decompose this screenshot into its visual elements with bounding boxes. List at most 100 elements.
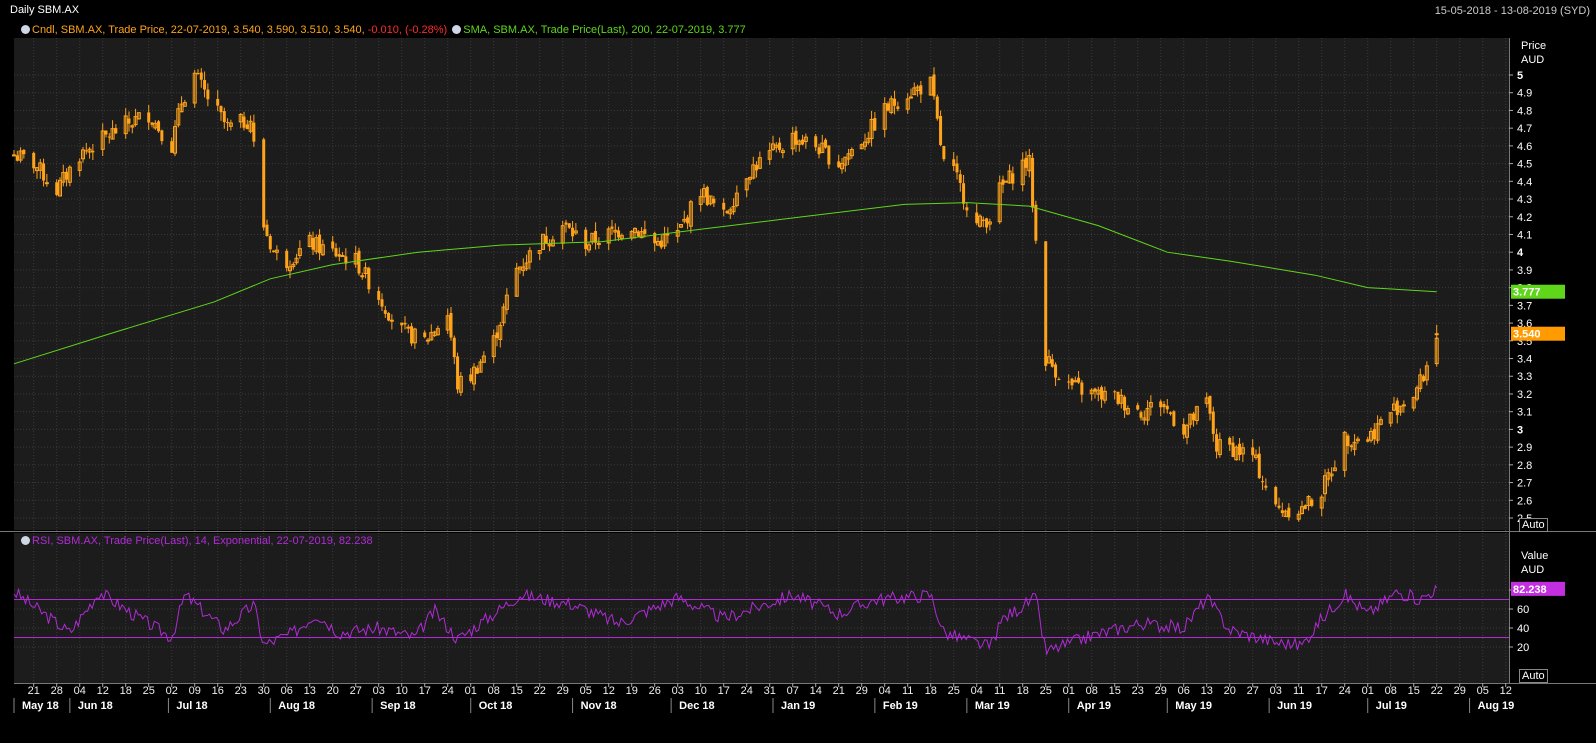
candle-body — [160, 130, 164, 142]
price-auto-button[interactable]: Auto — [1519, 518, 1548, 532]
candle-body — [1011, 173, 1015, 184]
candle-body — [1261, 481, 1265, 483]
window-header: Daily SBM.AX 15-05-2018 - 13-08-2019 (SY… — [0, 0, 1596, 22]
candle-body — [360, 275, 365, 278]
day-tick-label: 12 — [1500, 685, 1512, 697]
sma-line — [13, 202, 1437, 365]
day-tick-label: 17 — [419, 685, 431, 697]
candle-body — [81, 149, 85, 160]
candle-body — [708, 195, 713, 205]
price-tick-label: 2.6 — [1517, 495, 1532, 507]
candle-body — [1169, 412, 1173, 415]
candle-body — [136, 112, 141, 120]
day-tick-label: 29 — [1155, 685, 1167, 697]
candle-body — [1162, 404, 1166, 408]
candle-body — [458, 375, 463, 393]
day-tick-label: 30 — [258, 685, 270, 697]
price-tick-label: 5 — [1517, 70, 1523, 82]
sma-toggle-icon[interactable] — [452, 25, 462, 34]
change-legend-text: -0.010, (-0.28%) — [367, 24, 448, 36]
candle-body — [1024, 157, 1028, 168]
candle-body — [307, 234, 312, 248]
candle-body — [985, 218, 989, 228]
month-label: Apr 19 — [1077, 700, 1111, 712]
candle-body — [1401, 404, 1406, 407]
candle-body — [1211, 411, 1215, 434]
month-label: Sep 18 — [380, 700, 415, 712]
day-tick-label: 08 — [1385, 685, 1397, 697]
day-tick-label: 25 — [948, 685, 960, 697]
day-tick-label: 15 — [1109, 685, 1121, 697]
candle-body — [226, 122, 230, 124]
rsi-auto-button[interactable]: Auto — [1519, 669, 1548, 683]
candle-body — [478, 361, 483, 373]
candle-body — [219, 106, 223, 113]
price-tick-label: 4.4 — [1517, 176, 1532, 188]
day-tick-label: 28 — [51, 685, 63, 697]
day-tick-label: 08 — [1086, 685, 1098, 697]
candle-body — [318, 234, 322, 254]
candle-body — [203, 80, 207, 90]
candle-body — [1185, 424, 1189, 438]
candle-body — [133, 116, 138, 126]
candle-body — [84, 150, 88, 152]
candle-body — [199, 72, 203, 80]
month-label: Nov 18 — [581, 700, 617, 712]
month-label: Jul 18 — [176, 700, 207, 712]
price-tick-label: 4.7 — [1517, 123, 1532, 135]
candle-body — [87, 148, 92, 153]
candle-body — [1119, 394, 1124, 404]
month-label: May 18 — [22, 700, 59, 712]
candle-body — [731, 206, 736, 213]
day-tick-label: 26 — [649, 685, 661, 697]
candle-body — [320, 244, 325, 256]
candle-body — [1303, 505, 1307, 509]
rsi-toggle-icon[interactable] — [21, 536, 30, 545]
candle-body — [656, 241, 660, 246]
rsi-tick-label: 20 — [1517, 642, 1529, 654]
candle-body — [682, 218, 687, 222]
candle-body — [958, 174, 962, 183]
candle-body — [919, 85, 923, 95]
candle-body — [767, 150, 772, 160]
candle-body — [1240, 447, 1245, 455]
candle-body — [524, 262, 529, 270]
candle-body — [1392, 403, 1396, 411]
candle-body — [334, 248, 338, 257]
candle-body — [866, 137, 871, 143]
candle-body — [196, 73, 200, 75]
candle-body — [1047, 356, 1051, 364]
candle-body — [297, 248, 302, 256]
candle-body — [1332, 467, 1337, 472]
candle-body — [15, 155, 19, 161]
candle-body — [1378, 419, 1383, 425]
legend-toggle-icon[interactable] — [21, 25, 30, 34]
candle-body — [1188, 413, 1193, 425]
day-tick-label: 22 — [1431, 685, 1443, 697]
price-tick-label: 4.3 — [1517, 194, 1532, 206]
candle-body — [889, 98, 894, 114]
day-tick-label: 08 — [488, 685, 500, 697]
candle-body — [1283, 510, 1288, 518]
candle-body — [912, 87, 917, 96]
day-tick-label: 16 — [212, 685, 224, 697]
price-axis-title: Price AUD — [1521, 39, 1546, 67]
day-tick-label: 22 — [534, 685, 546, 697]
day-tick-label: 23 — [235, 685, 247, 697]
candle-body — [824, 139, 828, 148]
day-tick-label: 12 — [603, 685, 615, 697]
candle-body — [544, 235, 548, 244]
candle-body — [426, 339, 430, 342]
candle-body — [340, 255, 345, 258]
candle-body — [896, 106, 900, 110]
candle-body — [367, 268, 371, 290]
candle-body — [744, 178, 749, 191]
sma-value-tag: 3.777 — [1513, 287, 1541, 299]
candle-body — [1102, 390, 1107, 401]
candle-body — [130, 125, 135, 128]
day-tick-label: 20 — [327, 685, 339, 697]
candle-body — [452, 337, 456, 358]
price-tick-label: 4.2 — [1517, 212, 1532, 224]
